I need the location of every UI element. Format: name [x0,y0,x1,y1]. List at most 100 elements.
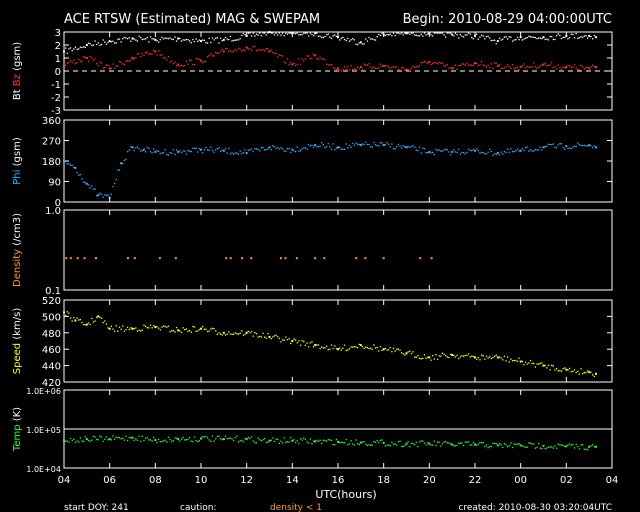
data-point [507,64,509,66]
data-point [524,37,527,39]
data-point [327,142,329,145]
data-point [376,439,378,442]
data-point [208,37,210,40]
data-point [317,35,320,37]
data-point [136,439,139,441]
data-point [352,346,354,348]
data-point [299,149,302,152]
data-point [202,152,204,154]
data-point [99,192,101,194]
data-point [493,355,496,358]
data-point [446,63,448,66]
data-point [479,64,481,66]
data-point [487,35,489,38]
data-point [97,194,100,197]
data-point [433,62,435,64]
data-point [228,331,230,333]
data-point [476,62,478,65]
data-point [453,67,455,69]
data-point [97,315,100,318]
data-point [521,360,523,363]
data-point [184,150,186,152]
data-point [308,442,310,444]
data-point [366,64,369,66]
data-point [231,40,233,42]
data-point [175,326,178,329]
data-point [102,67,104,69]
data-point [100,317,103,319]
data-point [443,149,445,151]
data-point [376,346,378,349]
data-point [387,143,390,145]
data-point [412,442,414,445]
data-point [495,153,497,155]
data-point [567,369,569,371]
data-point [515,39,517,41]
data-point [184,39,186,41]
data-point [267,148,269,150]
data-point [448,67,450,69]
y-axis-label-part: Density [12,249,23,287]
data-point [131,436,134,439]
data-point [273,34,276,36]
data-point [538,66,540,68]
data-point [332,143,334,145]
data-point [419,257,422,260]
data-point [423,147,426,150]
data-point [585,448,587,450]
data-point [84,56,86,59]
data-point [552,447,554,449]
data-point [339,146,341,149]
data-point [462,63,465,65]
data-point [118,61,121,63]
data-point [347,66,349,68]
data-point [386,444,388,446]
data-point [489,356,491,358]
data-point [65,257,68,260]
data-point [275,147,277,149]
data-point [273,335,276,337]
data-point [575,145,577,148]
data-point [555,35,558,37]
data-point [296,342,298,344]
data-point [314,257,317,260]
data-point [363,347,365,350]
data-point [370,444,372,446]
data-point [502,38,504,40]
data-point [133,149,135,152]
data-point [135,147,137,149]
data-point [174,61,176,63]
data-point [190,59,192,61]
data-point [536,149,538,151]
data-point [364,257,367,260]
data-point [244,34,246,36]
data-point [342,68,344,70]
y-tick-label: 440 [42,362,61,373]
data-point [482,442,484,444]
data-point [82,56,85,58]
data-point [397,441,400,443]
data-point [583,35,585,37]
data-point [510,442,512,444]
data-point [148,53,150,55]
data-point [401,445,403,448]
data-point [211,55,214,57]
data-point [334,149,336,151]
data-point [141,435,143,437]
data-point [239,37,241,40]
data-point [288,338,290,340]
data-point [404,146,406,148]
data-point [288,32,290,34]
data-point [441,150,444,152]
data-point [420,358,422,360]
data-point [296,63,298,66]
data-point [162,57,165,59]
data-point [105,64,108,66]
data-point [151,152,153,154]
data-point [97,64,99,67]
data-point [285,336,287,338]
data-point [418,65,421,67]
data-point [445,440,447,443]
data-point [257,148,259,151]
data-point [312,146,315,148]
